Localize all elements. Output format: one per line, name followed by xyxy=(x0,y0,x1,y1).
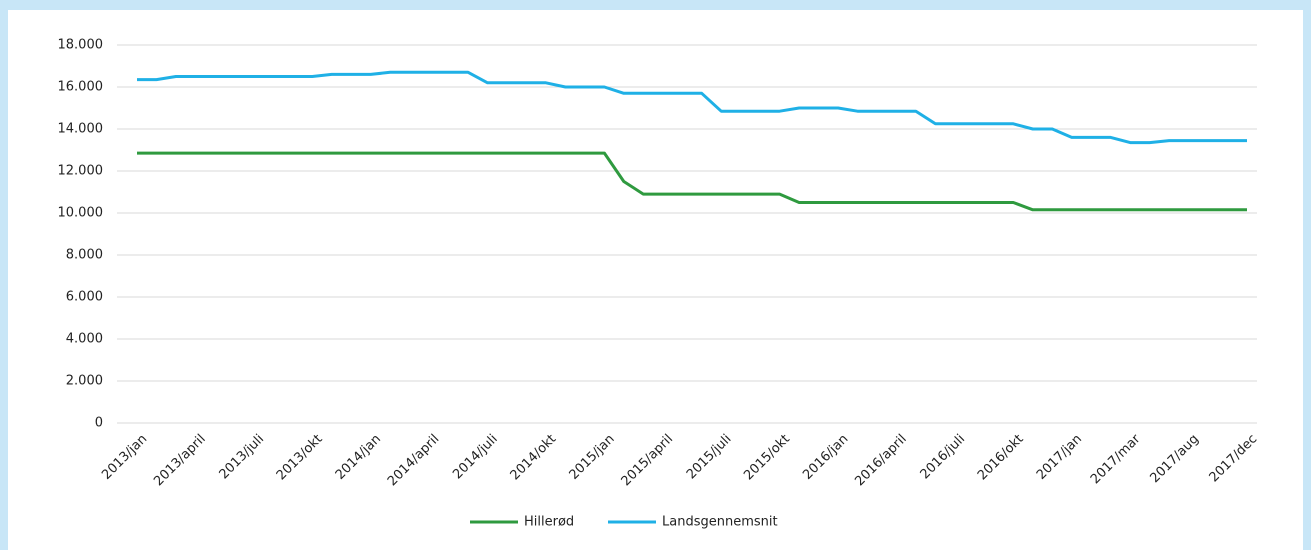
x-tick-label: 2014/april xyxy=(385,432,442,489)
x-tick-label: 2016/juli xyxy=(918,432,969,483)
y-tick-label: 12.000 xyxy=(58,164,104,179)
y-tick-label: 0 xyxy=(95,416,103,431)
x-tick-label: 2016/jan xyxy=(800,432,851,483)
x-tick-label: 2015/jan xyxy=(567,432,618,483)
line-series xyxy=(137,70,1247,145)
y-tick-label: 16.000 xyxy=(58,80,104,95)
y-tick-label: 18.000 xyxy=(58,38,104,53)
x-tick-label: 2014/juli xyxy=(450,432,501,483)
chart: 0 2.000 4.000 6.000 8.000 10.000 12.000 14.000 1… xyxy=(58,38,1261,530)
y-tick-label: 14.000 xyxy=(58,122,104,137)
legend-label: Hillerød xyxy=(524,515,574,530)
x-tick-label: 2016/okt xyxy=(975,432,1027,484)
y-tick-label: 2.000 xyxy=(66,374,103,389)
x-tick-label: 2015/okt xyxy=(741,432,793,484)
x-tick-label: 2017/aug xyxy=(1147,432,1201,486)
y-tick-label: 4.000 xyxy=(66,332,103,347)
x-tick-label: 2014/jan xyxy=(333,432,384,483)
x-tick-label: 2015/april xyxy=(619,432,676,489)
y-tick-label: 10.000 xyxy=(58,206,104,221)
y-tick-label: 8.000 xyxy=(66,248,103,263)
y-tick-label: 6.000 xyxy=(66,290,103,305)
x-tick-label: 2017/jan xyxy=(1034,432,1085,483)
chart-frame: 0 2.000 4.000 6.000 8.000 10.000 12.000 14.000 1… xyxy=(8,10,1303,550)
x-tick-label: 2016/april xyxy=(852,432,909,489)
x-tick-label: 2013/juli xyxy=(217,432,268,483)
x-tick-label: 2015/juli xyxy=(684,432,735,483)
x-tick-label: 2017/dec xyxy=(1207,432,1261,486)
line-series xyxy=(137,151,1247,212)
x-tick-label: 2013/okt xyxy=(274,432,326,484)
x-tick-label: 2014/okt xyxy=(508,432,560,484)
legend-label: Landsgennemsnit xyxy=(662,515,778,530)
x-tick-label: 2013/jan xyxy=(99,432,150,483)
x-tick-label: 2013/april xyxy=(151,432,208,489)
x-tick-label: 2017/mar xyxy=(1088,431,1144,487)
